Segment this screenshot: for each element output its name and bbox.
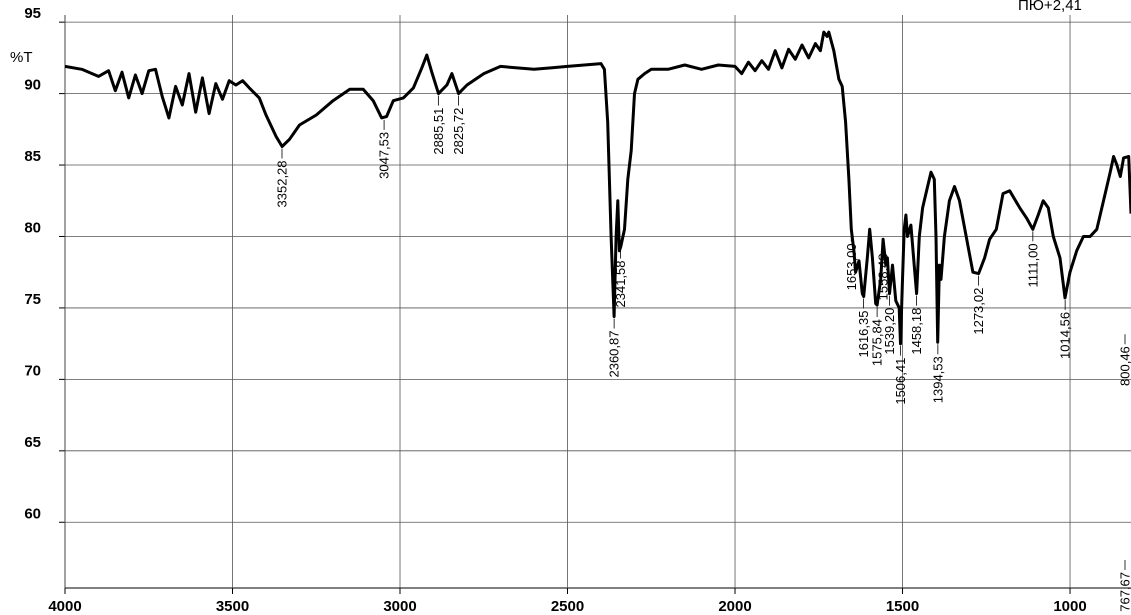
y-tick-label: 65 <box>24 434 41 451</box>
x-tick-label: 4000 <box>48 598 81 615</box>
x-tick-label: 2000 <box>718 598 751 615</box>
peak-label: 1653,00 <box>844 243 859 290</box>
peak-label: 1558,48 <box>875 253 890 300</box>
x-tick-label: 3500 <box>216 598 249 615</box>
peak-label: 800,46 <box>1118 346 1131 386</box>
peak-label: 1616,35 <box>856 310 871 357</box>
x-tick-label: 3000 <box>383 598 416 615</box>
y-axis-label: %T <box>10 49 33 66</box>
peak-label: 767,67 <box>1118 572 1131 612</box>
peak-label: 1458,18 <box>909 308 924 355</box>
peak-label: 1014,56 <box>1058 312 1073 359</box>
x-tick-label: 1500 <box>886 598 919 615</box>
y-tick-label: 90 <box>24 77 41 94</box>
peak-label: 1506,41 <box>893 358 908 405</box>
peak-label: 1575,84 <box>870 319 885 366</box>
y-tick-label: 75 <box>24 291 41 308</box>
peak-label: 1539,20 <box>882 308 897 355</box>
y-tick-label: 85 <box>24 148 41 165</box>
peak-label: 3047,53 <box>377 132 392 179</box>
peak-label: 2885,51 <box>431 108 446 155</box>
peak-label: 2341,58 <box>613 260 628 307</box>
peak-label: 1394,53 <box>930 356 945 403</box>
peak-label: 1273,02 <box>971 288 986 335</box>
peak-label: 2360,87 <box>607 331 622 378</box>
y-tick-label: 70 <box>24 362 41 379</box>
spectrum-line <box>64 30 1131 346</box>
x-tick-label: 2500 <box>551 598 584 615</box>
peak-label: 2825,72 <box>451 108 466 155</box>
header-note: ПЮ+2,41 <box>1018 0 1082 14</box>
x-tick-label: 1000 <box>1053 598 1086 615</box>
y-tick-label: 95 <box>24 5 41 22</box>
y-tick-label: 60 <box>24 505 41 522</box>
peak-label: 1111,00 <box>1025 243 1040 287</box>
peak-label: 3352,28 <box>275 160 290 207</box>
y-tick-label: 80 <box>24 219 41 236</box>
